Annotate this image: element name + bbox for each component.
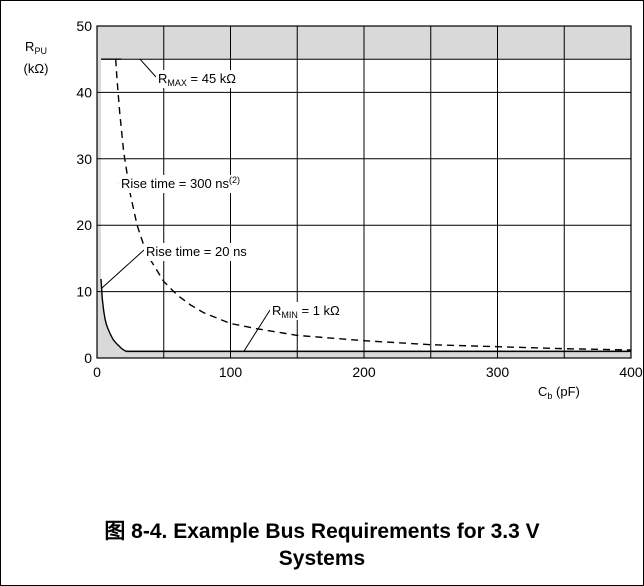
x-tick-label-200: 200 [352,364,376,380]
annotation-bg-rmin [270,302,347,320]
y-tick-label-40: 40 [76,84,92,100]
rise-time-20ns-curve [100,278,631,353]
annotation-leader-rmax [139,58,157,78]
annotation-bg-rise20 [144,243,271,261]
y-axis-label-sub: PU [34,46,47,56]
y-tick-label-10: 10 [76,284,92,300]
annotation-rmin-sub: MIN [281,310,298,320]
x-axis-label-main: C [538,384,547,399]
x-axis-label: Cb (pF) [538,384,580,401]
annotation-rise300: Rise time = 300 ns(2) [121,175,240,191]
annotation-leader-rise20 [101,249,145,289]
x-axis-label-sub: b [547,391,552,401]
x-axis-label-unit: (pF) [552,384,579,399]
y-tick-label-30: 30 [76,151,92,167]
caption-line-2: Systems [278,547,366,570]
annotation-rmax-rest: = 45 kΩ [187,71,236,86]
annotation-rmin-main: R [272,303,281,318]
x-tick-label-100: 100 [219,364,243,380]
annotation-rise20: Rise time = 20 ns [146,244,247,259]
y-tick-label-0: 0 [84,350,92,366]
caption-line-1: 图 8-4. Example Bus Requirements for 3.3 … [104,520,540,543]
y-axis-unit: (kΩ) [24,61,49,76]
annotation-rmin-rest: = 1 kΩ [298,303,340,318]
y-axis-label-main: R [25,39,34,54]
annotation-rmax-sub: MAX [167,78,187,88]
rise-time-300ns-curve [115,59,632,351]
figure-caption: 图 8-4. Example Bus Requirements for 3.3 … [0,518,644,572]
annotation-rmax: RMAX = 45 kΩ [158,71,236,88]
annotation-rise300-sup: (2) [229,175,240,185]
annotation-rise300-main: Rise time = 300 ns [121,176,230,191]
annotation-bg-rise300 [119,175,266,193]
x-tick-label-300: 300 [486,364,510,380]
x-tick-label-400: 400 [619,364,643,380]
y-tick-label-50: 50 [76,18,92,34]
annotation-rise20-main: Rise time = 20 ns [146,244,247,259]
series-layer [100,58,632,353]
annotation-bg-rmax [156,70,240,88]
plot-border [96,25,632,359]
y-tick-label-20: 20 [76,217,92,233]
x-tick-label-0: 0 [93,364,101,380]
annotation-rmax-main: R [158,71,167,86]
annotation-rmin: RMIN = 1 kΩ [272,303,340,320]
y-axis-label: RPU [25,39,47,56]
annotation-leader-rmin [243,309,271,352]
